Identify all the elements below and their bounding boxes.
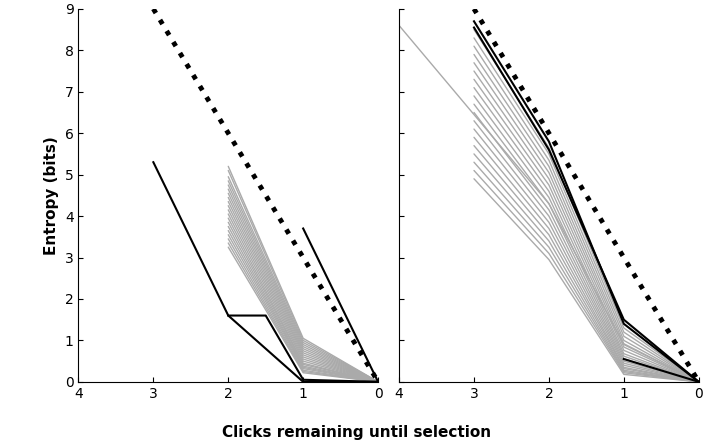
Text: Clicks remaining until selection: Clicks remaining until selection [222,424,491,440]
Y-axis label: Entropy (bits): Entropy (bits) [44,136,59,255]
